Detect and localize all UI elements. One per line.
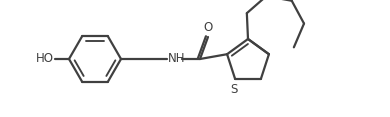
Text: NH: NH: [168, 53, 186, 66]
Text: O: O: [203, 21, 213, 34]
Text: HO: HO: [36, 53, 54, 66]
Text: S: S: [230, 83, 238, 96]
